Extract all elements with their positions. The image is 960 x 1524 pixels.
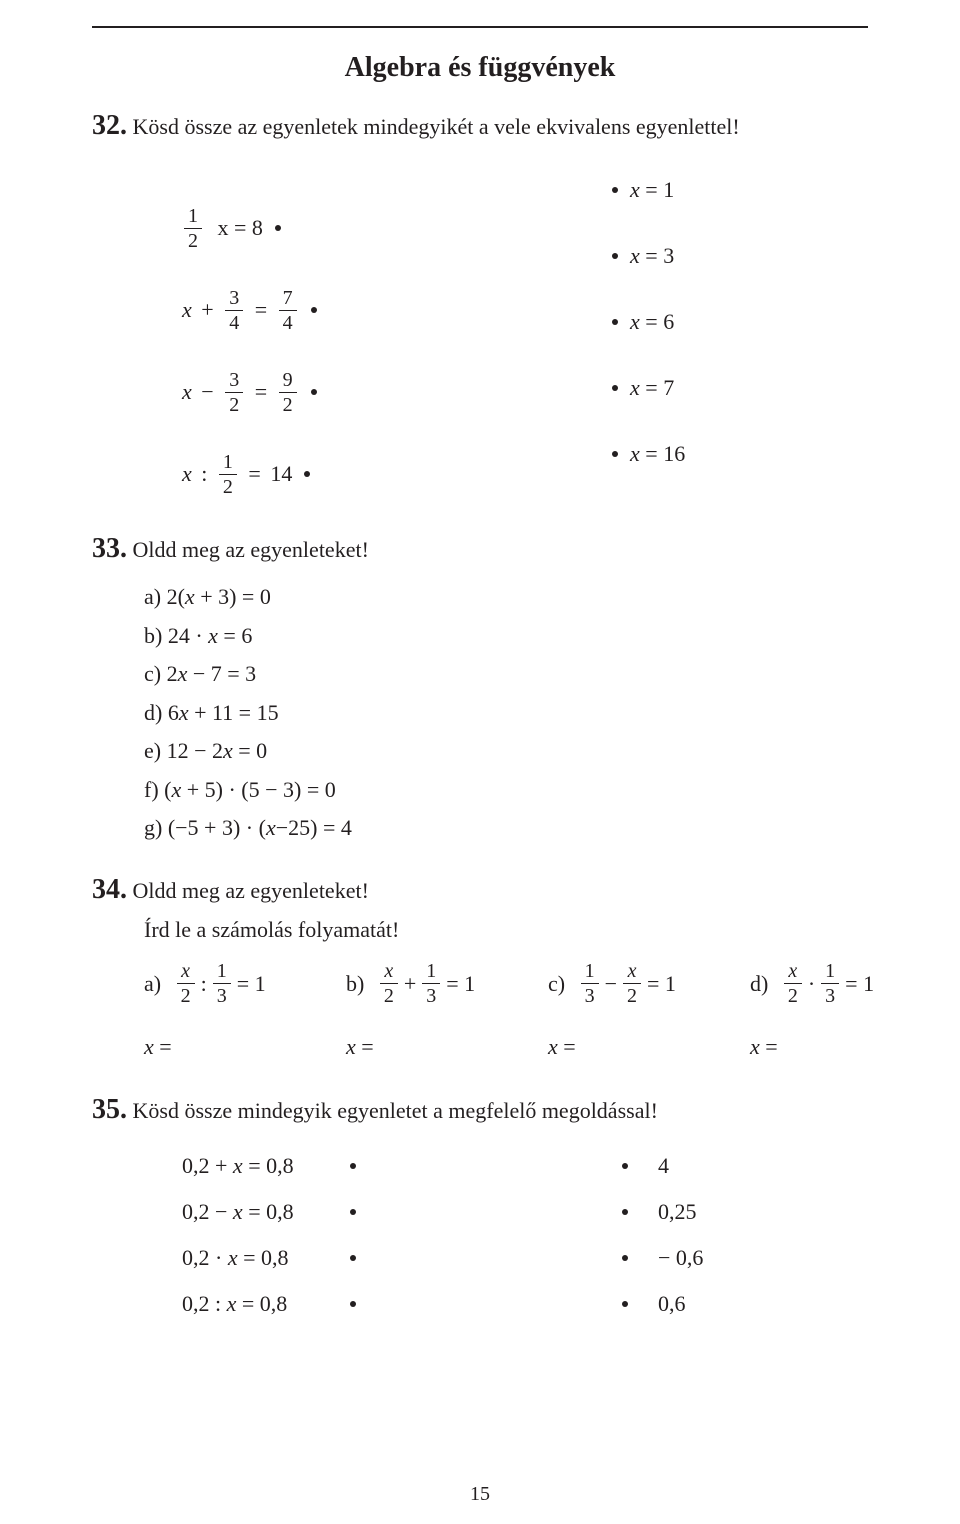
p32-right-1: x = 1 xyxy=(612,157,868,223)
p32-left-2: x + 34 = 74 xyxy=(182,269,432,351)
dot-icon xyxy=(622,1301,628,1307)
p35-left-4: 0,2 : x = 0,8 xyxy=(182,1281,492,1327)
page-number: 15 xyxy=(0,1483,960,1506)
p32-right-2: x = 3 xyxy=(612,223,868,289)
problem-34-prompt: 34. Oldd meg az egyenleteket! xyxy=(92,870,868,909)
dot-icon xyxy=(622,1209,628,1215)
p32-right-3: x = 6 xyxy=(612,289,868,355)
problem-32-prompt: 32. Kösd össze az egyenletek mindegyikét… xyxy=(92,106,868,145)
dot-icon xyxy=(612,187,618,193)
problem-34-answers: x = x = x = x = xyxy=(92,1034,868,1060)
problem-35-number: 35. xyxy=(92,1094,127,1125)
problem-32-text: Kösd össze az egyenletek mindegyikét a v… xyxy=(133,114,740,139)
p33-b: b) 24 · x = 6 xyxy=(144,617,868,656)
p35-left-2: 0,2 − x = 0,8 xyxy=(182,1189,492,1235)
p34-ans-c: x = xyxy=(548,1034,698,1060)
page: Algebra és függvények 32. Kösd össze az … xyxy=(0,0,960,1524)
p32-left-1: 12 x = 8 xyxy=(182,187,432,269)
problem-35-prompt: 35. Kösd össze mindegyik egyenletet a me… xyxy=(92,1090,868,1129)
problem-32-match: 12 x = 8 x + 34 = 74 xyxy=(92,157,868,515)
section-title: Algebra és függvények xyxy=(92,52,868,84)
p35-right-4: 0,6 xyxy=(622,1281,868,1327)
p35-right-1: 4 xyxy=(622,1143,868,1189)
problem-35-text: Kösd össze mindegyik egyenletet a megfel… xyxy=(133,1098,658,1123)
problem-32-left-col: 12 x = 8 x + 34 = 74 xyxy=(92,157,432,515)
p34-b: b) x2 + 13 = 1 xyxy=(346,961,496,1006)
p34-ans-b: x = xyxy=(346,1034,496,1060)
p35-right-3: − 0,6 xyxy=(622,1235,868,1281)
problem-33-prompt: 33. Oldd meg az egyenleteket! xyxy=(92,529,868,568)
p32-right-5: x = 16 xyxy=(612,421,868,487)
dot-icon xyxy=(350,1209,356,1215)
dot-icon xyxy=(622,1163,628,1169)
problem-33-text: Oldd meg az egyenleteket! xyxy=(133,537,369,562)
problem-32-right-col: x = 1 x = 3 x = 6 x = 7 x = 16 xyxy=(432,157,868,515)
p34-d: d) x2 · 13 = 1 xyxy=(750,961,900,1006)
dot-icon xyxy=(612,451,618,457)
p35-left-3: 0,2 · x = 0,8 xyxy=(182,1235,492,1281)
p33-f: f) (x + 5) · (5 − 3) = 0 xyxy=(144,771,868,810)
p32-right-4: x = 7 xyxy=(612,355,868,421)
p33-c: c) 2x − 7 = 3 xyxy=(144,655,868,694)
dot-icon xyxy=(612,253,618,259)
dot-icon xyxy=(622,1255,628,1261)
p33-d: d) 6x + 11 = 15 xyxy=(144,694,868,733)
problem-32: 32. Kösd össze az egyenletek mindegyikét… xyxy=(92,106,868,515)
p32-left-4: x : 12 = 14 xyxy=(182,433,432,515)
problem-33: 33. Oldd meg az egyenleteket! a) 2(x + 3… xyxy=(92,529,868,848)
dot-icon xyxy=(311,307,317,313)
problem-35-left-col: 0,2 + x = 0,8 0,2 − x = 0,8 0,2 · x = 0,… xyxy=(92,1143,492,1327)
dot-icon xyxy=(612,319,618,325)
dot-icon xyxy=(612,385,618,391)
p33-e: e) 12 − 2x = 0 xyxy=(144,732,868,771)
p33-g: g) (−5 + 3) · (x−25) = 4 xyxy=(144,809,868,848)
dot-icon xyxy=(350,1301,356,1307)
problem-32-number: 32. xyxy=(92,110,127,141)
problem-35: 35. Kösd össze mindegyik egyenletet a me… xyxy=(92,1090,868,1327)
dot-icon xyxy=(350,1163,356,1169)
problem-34-equations: a) x2 : 13 = 1 b) x2 + 13 = 1 c) xyxy=(92,961,868,1006)
p32-left-3: x − 32 = 92 xyxy=(182,351,432,433)
top-rule xyxy=(92,26,868,28)
problem-33-number: 33. xyxy=(92,533,127,564)
p34-ans-d: x = xyxy=(750,1034,900,1060)
p35-left-1: 0,2 + x = 0,8 xyxy=(182,1143,492,1189)
p34-ans-a: x = xyxy=(144,1034,294,1060)
problem-34-number: 34. xyxy=(92,874,127,905)
p35-right-2: 0,25 xyxy=(622,1189,868,1235)
problem-33-items: a) 2(x + 3) = 0 b) 24 · x = 6 c) 2x − 7 … xyxy=(92,578,868,848)
dot-icon xyxy=(311,389,317,395)
problem-34-subprompt: Írd le a számolás folyamatát! xyxy=(92,917,868,943)
problem-35-right-col: 4 0,25 − 0,6 0,6 xyxy=(492,1143,868,1327)
dot-icon xyxy=(350,1255,356,1261)
problem-35-match: 0,2 + x = 0,8 0,2 − x = 0,8 0,2 · x = 0,… xyxy=(92,1143,868,1327)
p34-c: c) 13 − x2 = 1 xyxy=(548,961,698,1006)
dot-icon xyxy=(275,225,281,231)
problem-34-text: Oldd meg az egyenleteket! xyxy=(133,878,369,903)
p33-a: a) 2(x + 3) = 0 xyxy=(144,578,868,617)
dot-icon xyxy=(304,471,310,477)
p34-a: a) x2 : 13 = 1 xyxy=(144,961,294,1006)
problem-34: 34. Oldd meg az egyenleteket! Írd le a s… xyxy=(92,870,868,1060)
